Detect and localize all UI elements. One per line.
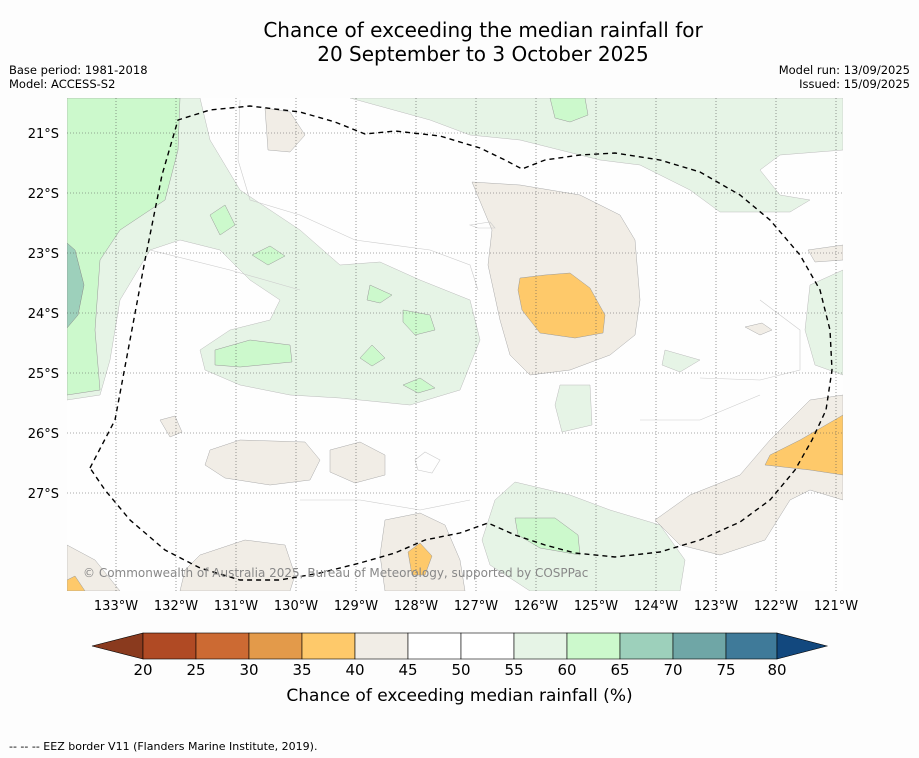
- lon-label: 128°W: [394, 599, 438, 614]
- region-45-top: [264, 107, 306, 153]
- lon-label: 132°W: [154, 599, 198, 614]
- eez-border: [89, 105, 833, 581]
- colorbar-tick: 25: [186, 661, 206, 679]
- region-40-east: [764, 414, 843, 476]
- issued-text: Issued: 15/09/2025: [799, 77, 910, 91]
- colorbar-tick: 65: [610, 661, 630, 679]
- map-field: © Commonwealth of Australia 2025, Bureau…: [67, 98, 843, 591]
- region-65-blob-7: [251, 245, 286, 266]
- copyright-text: © Commonwealth of Australia 2025, Bureau…: [83, 566, 588, 580]
- colorbar-segment: [672, 632, 727, 660]
- lon-label: 123°W: [694, 599, 738, 614]
- lon-label: 129°W: [334, 599, 378, 614]
- region-45-east-small-2: [744, 322, 773, 336]
- lon-label: 131°W: [214, 599, 258, 614]
- lat-label: 26°S: [28, 427, 59, 442]
- colorbar-tick: 35: [292, 661, 312, 679]
- region-40-sw-corner: [67, 575, 86, 591]
- base-period-text: Base period: 1981-2018: [9, 63, 148, 77]
- colorbar-high-arrow: [776, 632, 829, 660]
- colorbar-segment: [248, 632, 303, 660]
- region-60-east: [804, 269, 843, 376]
- meta-right: Model run: 13/09/2025 Issued: 15/09/2025: [779, 63, 910, 91]
- lat-label: 25°S: [28, 367, 59, 382]
- colorbar-tick: 75: [716, 661, 736, 679]
- colorbar-tick: 80: [767, 661, 787, 679]
- region-45-sw-corner: [67, 544, 121, 591]
- lon-label: 122°W: [754, 599, 798, 614]
- region-65-blob-2: [402, 309, 436, 336]
- region-65-blob-5: [402, 377, 436, 394]
- region-65-blob-1: [214, 339, 293, 368]
- lon-label: 133°W: [94, 599, 138, 614]
- lon-label: 121°W: [814, 599, 858, 614]
- region-65-west: [67, 98, 181, 396]
- region-65-north: [549, 98, 589, 123]
- colorbar-tick: 50: [451, 661, 471, 679]
- region-45-east-small: [807, 244, 843, 263]
- graticule: [67, 98, 843, 591]
- model-run-text: Model run: 13/09/2025: [778, 63, 910, 77]
- colorbar-low-arrow: [91, 632, 144, 660]
- colorbar-tick: 60: [557, 661, 577, 679]
- colorbar-segment: [513, 632, 568, 660]
- longitude-labels: 133°W 132°W 131°W 130°W 129°W 128°W 127°…: [94, 599, 858, 614]
- eez-footnote: -- -- -- EEZ border V11 (Flanders Marine…: [9, 740, 318, 753]
- lon-label: 124°W: [634, 599, 678, 614]
- colorbar-segment: [566, 632, 621, 660]
- region-60-north: [349, 98, 843, 213]
- lon-label: 130°W: [274, 599, 318, 614]
- colorbar-segment: [195, 632, 250, 660]
- lon-label: 125°W: [574, 599, 618, 614]
- lon-label: 127°W: [454, 599, 498, 614]
- colorbar-segment: [460, 632, 515, 660]
- colorbar-tick: 70: [663, 661, 683, 679]
- region-60-small-2: [661, 349, 701, 373]
- region-40-south: [407, 542, 433, 576]
- colorbar-title: Chance of exceeding median rainfall (%): [286, 686, 633, 706]
- colorbar: [91, 632, 829, 660]
- colorbar-tick: 20: [133, 661, 153, 679]
- latitude-labels: 21°S 22°S 23°S 24°S 25°S 26°S 27°S: [28, 127, 59, 502]
- region-45-sw-1: [204, 439, 321, 486]
- region-60-small: [554, 384, 593, 433]
- region-65-blob-4: [359, 344, 386, 367]
- colorbar-tick: 40: [345, 661, 365, 679]
- region-45-sw-3: [159, 415, 183, 438]
- lon-label: 126°W: [514, 599, 558, 614]
- region-70-west: [67, 242, 85, 329]
- colorbar-segment: [725, 632, 778, 660]
- colorbar-tick: 55: [504, 661, 524, 679]
- map-title: Chance of exceeding the median rainfall …: [0, 18, 919, 66]
- colorbar-segment: [142, 632, 197, 660]
- colorbar-tick: 30: [239, 661, 259, 679]
- region-40-central: [517, 272, 606, 339]
- region-45-se: [654, 394, 843, 556]
- lat-label: 22°S: [28, 187, 59, 202]
- colorbar-tick: 45: [398, 661, 418, 679]
- region-45-sw-2: [329, 441, 386, 484]
- region-65-blob-6: [209, 204, 236, 236]
- lat-label: 21°S: [28, 127, 59, 142]
- lat-label: 23°S: [28, 247, 59, 262]
- colorbar-segment: [301, 632, 356, 660]
- colorbar-segment: [354, 632, 409, 660]
- contour-lines: [149, 99, 801, 511]
- title-line-2: 20 September to 3 October 2025: [317, 42, 649, 66]
- meta-left: Base period: 1981-2018 Model: ACCESS-S2: [9, 63, 148, 91]
- colorbar-segment: [407, 632, 462, 660]
- title-line-1: Chance of exceeding the median rainfall …: [263, 18, 703, 42]
- region-45-south-2: [179, 539, 296, 591]
- region-65-south: [514, 517, 581, 556]
- lat-label: 27°S: [28, 487, 59, 502]
- model-text: Model: ACCESS-S2: [9, 77, 116, 91]
- colorbar-segment: [619, 632, 674, 660]
- region-60-south: [481, 481, 686, 591]
- region-65-blob-3: [366, 284, 393, 304]
- lat-label: 24°S: [28, 307, 59, 322]
